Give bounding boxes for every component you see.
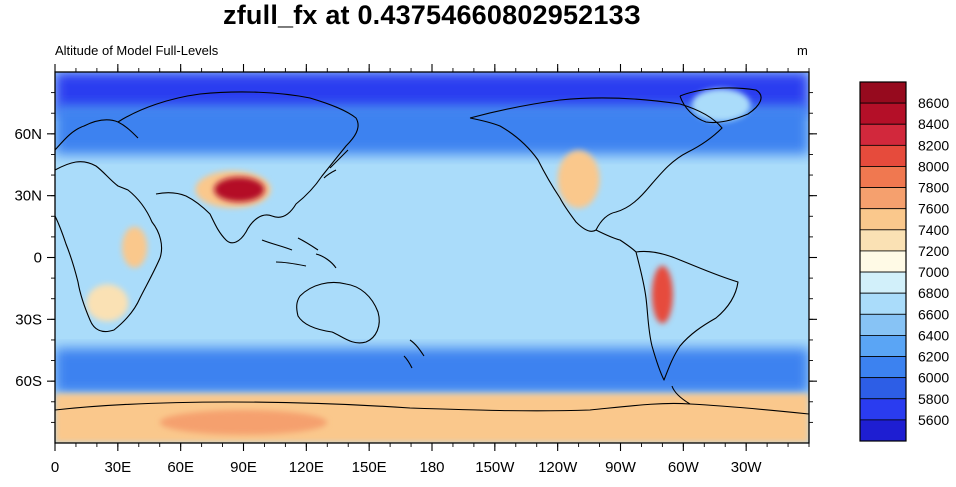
colorbar-box: [859, 81, 907, 104]
y-axis-right: [809, 92, 817, 423]
x-tick-label: 90E: [230, 459, 257, 476]
colorbar-label: 8000: [918, 158, 949, 174]
colorbar-box: [859, 250, 907, 273]
colorbar-label: 6200: [918, 349, 949, 365]
colorbar-box: [859, 144, 907, 167]
colorbar-frame: [859, 81, 907, 442]
coast-maritime: [261, 237, 337, 269]
band-subpolar-north: [55, 104, 809, 155]
y-tick-label: 30S: [15, 311, 42, 328]
blob-southern-africa: [86, 284, 129, 322]
coast-asia: [117, 91, 359, 244]
colorbar-label: 5600: [918, 412, 949, 428]
x-tick-label: 90W: [605, 459, 637, 476]
x-tick-label: 60W: [668, 459, 700, 476]
y-tick-label: 0: [34, 250, 42, 267]
colorbar-box: [859, 271, 907, 294]
chart-subtitle: Altitude of Model Full-Levels: [55, 43, 219, 58]
colorbar-label: 6800: [918, 285, 949, 301]
colorbar-label: 6600: [918, 306, 949, 322]
units-label: m: [797, 43, 808, 58]
coast-north-america: [469, 97, 723, 232]
colorbar-box: [859, 398, 907, 421]
colorbar-box: [859, 356, 907, 379]
x-tick-label: 150W: [475, 459, 515, 476]
x-tick-label: 30W: [731, 459, 763, 476]
coast-antarctica: [55, 401, 809, 415]
coast-japan: [323, 149, 349, 179]
x-tick-label: 120E: [289, 459, 324, 476]
y-tick-label: 60N: [14, 126, 42, 143]
x-tick-label: 150E: [352, 459, 387, 476]
blob-east-africa: [122, 226, 148, 268]
blob-tibet: [214, 177, 265, 202]
blob-rockies: [557, 150, 600, 209]
band-southern-ocean: [55, 348, 809, 394]
y-tick-label: 30N: [14, 188, 42, 205]
colorbar-box: [859, 377, 907, 400]
colorbar-label: 7200: [918, 243, 949, 259]
blob-andes: [651, 265, 673, 324]
coast-europe-north: [55, 119, 139, 151]
colorbar-label: 7000: [918, 264, 949, 280]
colorbar-label: 6000: [918, 370, 949, 386]
colorbar-box: [859, 208, 907, 231]
colorbar-box: [859, 102, 907, 125]
coast-australia: [296, 281, 380, 344]
colorbar-box: [859, 335, 907, 357]
coast-new-zealand: [403, 339, 425, 369]
x-tick-label: 120W: [538, 459, 578, 476]
colorbar-box: [859, 166, 907, 188]
colorbar-label: 8400: [918, 116, 949, 132]
colorbar-label: 7800: [918, 180, 949, 196]
coast-central-america: [595, 229, 637, 253]
colorbar-label: 7600: [918, 201, 949, 217]
y-tick-label: 60S: [15, 373, 42, 390]
colorbar-box: [859, 187, 907, 210]
x-axis: 0 30E 60E 90E 120E 150E 180 150W 120W 90W 60W 30W: [51, 64, 810, 476]
x-tick-label: 0: [51, 459, 59, 476]
y-axis-left: 60N 30N 0 30S 60S: [14, 92, 55, 423]
colorbar-label: 7400: [918, 222, 949, 238]
colorbar-label: 6400: [918, 327, 949, 343]
colorbar-label: 8200: [918, 137, 949, 153]
x-tick-label: 60E: [167, 459, 194, 476]
colorbar-box: [859, 313, 907, 336]
coast-europe-africa: [55, 161, 163, 333]
colorbar-box: [859, 292, 907, 315]
colorbar-label: 5800: [918, 391, 949, 407]
x-tick-label: 180: [419, 459, 444, 476]
colorbar-box: [859, 419, 907, 442]
chart-title: zfull_fx at 0.4375466080295213З: [223, 0, 641, 30]
colorbar: 5600 5800 6000 6200 6400 6600 6800 7000 7200 7400…: [859, 81, 949, 442]
terrain-blobs: [86, 88, 751, 435]
coast-antarctic-peninsula: [671, 385, 691, 405]
colorbar-box: [859, 123, 907, 146]
blob-antarctic-high: [159, 410, 328, 435]
colorbar-label: 8600: [918, 95, 949, 111]
blob-greenland: [691, 88, 751, 122]
coastlines: [55, 87, 809, 415]
contour-field: [55, 72, 809, 443]
x-tick-label: 30E: [104, 459, 131, 476]
coast-south-america: [635, 250, 739, 381]
coast-greenland: [679, 87, 762, 124]
colorbar-box: [859, 229, 907, 252]
